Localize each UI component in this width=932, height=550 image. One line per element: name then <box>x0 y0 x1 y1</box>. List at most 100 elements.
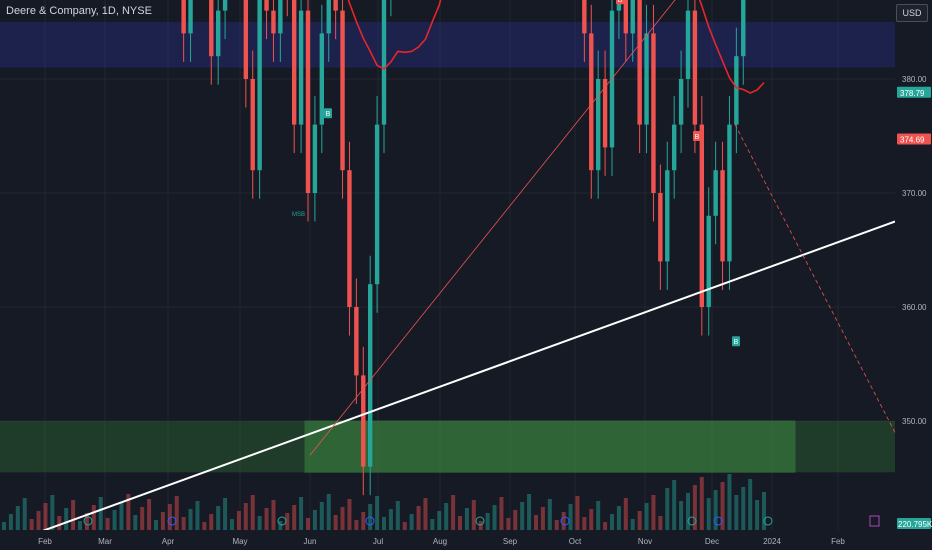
volume-bar <box>202 522 207 530</box>
event-marker <box>167 516 177 526</box>
volume-bar <box>451 495 456 530</box>
volume-bar <box>499 497 504 530</box>
candle <box>602 79 608 148</box>
time-tick-label: Mar <box>98 537 112 546</box>
volume-bar <box>464 508 469 530</box>
volume-bar <box>409 514 414 530</box>
support-trendline <box>0 220 896 548</box>
candle <box>582 0 587 34</box>
volume-bar <box>71 500 76 530</box>
event-marker <box>365 516 375 526</box>
price-tick-label: 370.00 <box>902 189 927 198</box>
candle <box>720 170 725 262</box>
volume-bar <box>271 500 276 530</box>
volume-label-text: 220.795K <box>898 520 932 529</box>
time-tick-label: Dec <box>705 537 719 546</box>
volume-bar <box>98 497 103 530</box>
volume-bar <box>250 495 255 530</box>
volume-bar <box>243 503 248 530</box>
price-tick-label: 380.00 <box>902 75 927 84</box>
volume-bar <box>437 511 442 530</box>
support-zone <box>0 421 895 473</box>
volume-bar <box>126 494 131 530</box>
candles <box>2 0 766 530</box>
candle <box>685 10 691 80</box>
candle <box>651 33 656 194</box>
volume-bar <box>119 502 124 530</box>
volume-bar <box>596 501 601 530</box>
volume-bar <box>278 521 283 530</box>
candle <box>589 33 594 171</box>
candle <box>658 193 663 262</box>
candle <box>250 79 255 171</box>
volume-bar <box>333 515 338 530</box>
volume-bar <box>188 509 193 530</box>
volume-bar <box>306 518 310 530</box>
candle <box>623 0 629 34</box>
volume-bar <box>50 495 55 530</box>
candle <box>340 10 345 171</box>
volume-bar <box>181 517 186 530</box>
volume-bar <box>223 498 228 530</box>
candle <box>616 0 622 11</box>
volume-bar <box>713 490 718 530</box>
price-tick-label: 350.00 <box>902 417 927 426</box>
time-tick-label: May <box>232 537 247 546</box>
price-label-text: 374.69 <box>900 136 925 145</box>
demand-zone <box>304 420 796 473</box>
signal-marker <box>324 108 332 119</box>
volume-bar <box>706 498 711 530</box>
volume-bar <box>78 521 82 530</box>
volume-bar <box>29 519 34 530</box>
volume-bar <box>105 518 110 530</box>
volume-bar <box>285 513 290 530</box>
volume-bar <box>637 511 642 530</box>
time-axis: Feb Mar Apr May Jun Jul Aug Sep Oct Nov Dec 2024 Feb <box>0 530 932 550</box>
candle <box>671 124 677 171</box>
volume-bar <box>699 477 704 530</box>
volume-bar <box>430 519 435 530</box>
volume-bar <box>167 504 172 530</box>
candle <box>374 124 380 285</box>
volume-bar <box>623 498 628 530</box>
candle <box>354 307 359 376</box>
currency-button[interactable]: USD <box>896 4 928 22</box>
time-tick-label: Nov <box>638 537 652 546</box>
volume-bar <box>160 512 165 530</box>
candle <box>361 375 366 467</box>
volume-bar <box>147 499 152 530</box>
volume-bar <box>720 482 725 530</box>
event-marker <box>763 516 773 526</box>
volume-label-tag <box>897 518 931 529</box>
candle <box>257 0 262 171</box>
volume-bar <box>492 505 497 530</box>
event-marker <box>83 516 93 526</box>
candle <box>637 0 642 125</box>
event-marker <box>713 516 723 526</box>
signal-marker-label: B <box>326 111 331 118</box>
volume-bar <box>547 499 552 530</box>
projection-line <box>734 124 896 433</box>
signal-marker <box>693 131 701 141</box>
price-label-text: 378.79 <box>900 89 925 98</box>
volume-bar <box>292 505 297 530</box>
time-axis-bg <box>0 530 932 550</box>
volume-bar <box>741 487 746 530</box>
volume-bar <box>603 522 608 530</box>
volume-bar <box>748 479 753 530</box>
volume-bar <box>195 501 200 530</box>
volume-bar <box>589 509 594 530</box>
volume-bar <box>485 513 490 530</box>
volume-bar <box>2 522 6 530</box>
candle <box>312 124 318 193</box>
volume-bar <box>665 488 670 530</box>
candle <box>298 10 304 125</box>
volume-bar <box>575 496 580 530</box>
candle <box>215 10 221 57</box>
candle <box>291 0 297 125</box>
volume-bar <box>133 515 138 530</box>
signal-marker <box>732 336 740 347</box>
volume-bar <box>375 496 380 530</box>
